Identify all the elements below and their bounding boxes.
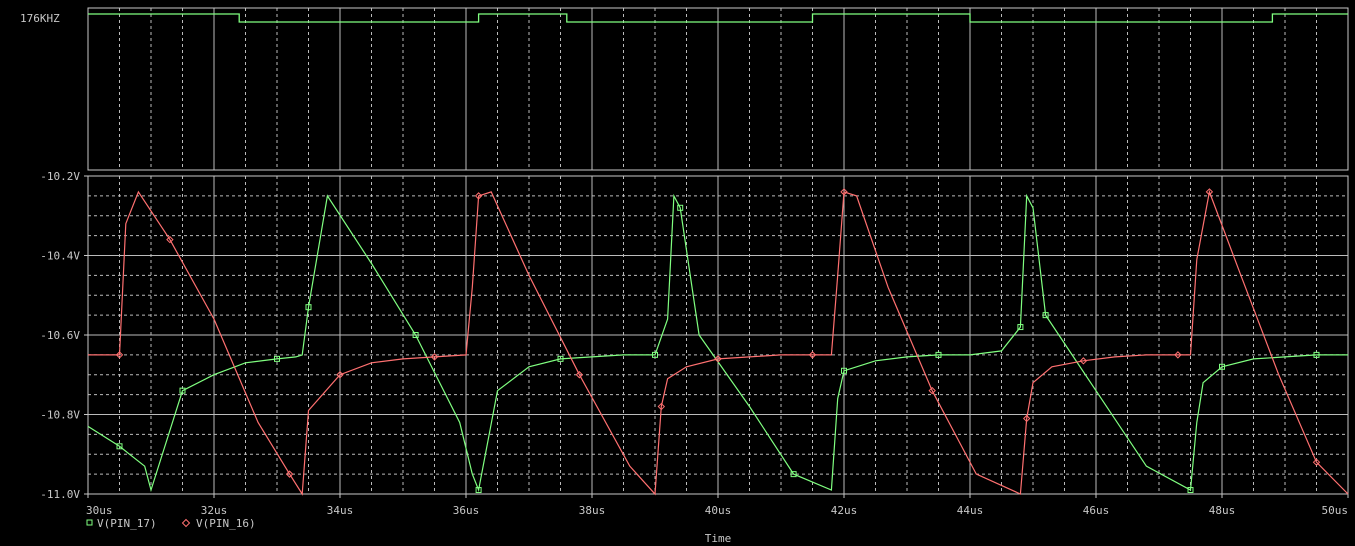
data-point-square: [677, 204, 684, 211]
data-point-diamond: [1022, 414, 1031, 423]
y-tick-label: -10.6V: [40, 329, 80, 342]
data-point-diamond: [1174, 351, 1182, 359]
digital-clock-trace: [88, 13, 1348, 23]
legend-diamond-marker-icon: [181, 518, 191, 528]
data-point-square: [305, 304, 312, 311]
data-point-square: [475, 487, 482, 494]
data-point-diamond: [657, 402, 666, 411]
y-tick-label: -10.8V: [40, 409, 80, 422]
y-tick-label: -10.2V: [40, 170, 80, 183]
data-point-diamond: [928, 386, 936, 395]
data-point-diamond: [115, 351, 124, 359]
x-tick-label: 38us: [579, 504, 606, 517]
data-point-square: [790, 471, 797, 478]
x-tick-label: 36us: [453, 504, 480, 517]
digital-plot-frame: [87, 7, 1349, 171]
data-point-square: [935, 351, 942, 358]
x-tick-label: 48us: [1209, 504, 1236, 517]
legend: V(PIN_17) V(PIN_16): [86, 517, 256, 530]
x-tick-label: 30us: [86, 504, 113, 517]
data-point-diamond: [840, 188, 848, 196]
x-tick-label: 44us: [957, 504, 984, 517]
legend-series-1: V(PIN_17): [97, 517, 157, 530]
legend-series-2: V(PIN_16): [196, 517, 256, 530]
data-point-square: [1313, 351, 1320, 358]
digital-series-label: 176KHZ: [20, 12, 60, 25]
y-tick-label: -10.4V: [40, 250, 80, 263]
x-tick-label: 34us: [327, 504, 354, 517]
data-point-diamond: [166, 235, 174, 244]
x-tick-label: 46us: [1083, 504, 1110, 517]
legend-square-marker-icon: [86, 519, 93, 526]
data-point-square: [116, 443, 123, 450]
series-V(PIN_17): [87, 193, 1348, 494]
series-line: [88, 189, 1349, 496]
data-point-diamond: [575, 371, 584, 379]
x-axis-label: Time: [705, 532, 732, 545]
x-tick-label: 50us: [1322, 504, 1349, 517]
data-point-square: [1219, 363, 1225, 370]
data-point-square: [1017, 324, 1024, 331]
data-point-square: [841, 367, 847, 374]
analog-grid: [88, 176, 1348, 494]
data-point-diamond: [474, 192, 483, 200]
data-point-diamond: [336, 371, 344, 379]
data-point-diamond: [808, 351, 817, 359]
data-point-square: [412, 332, 419, 338]
series-line: [87, 193, 1348, 493]
data-point-diamond: [714, 355, 722, 363]
data-point-square: [1187, 487, 1194, 494]
data-point-diamond: [1079, 357, 1088, 365]
x-tick-label: 32us: [201, 504, 228, 517]
series-V(PIN_16): [88, 188, 1349, 496]
data-point-square: [1042, 312, 1049, 319]
data-point-square: [557, 355, 564, 362]
data-point-diamond: [1205, 188, 1214, 196]
data-point-diamond: [1312, 458, 1321, 466]
y-tick-label: -11.0V: [40, 488, 80, 501]
data-point-square: [179, 387, 186, 394]
data-point-square: [274, 355, 280, 362]
data-point-diamond: [285, 470, 294, 478]
x-tick-label: 42us: [831, 504, 858, 517]
x-tick-label: 40us: [705, 504, 732, 517]
data-point-diamond: [430, 353, 439, 361]
digital-grid: [119, 8, 1317, 170]
data-point-square: [652, 351, 658, 358]
